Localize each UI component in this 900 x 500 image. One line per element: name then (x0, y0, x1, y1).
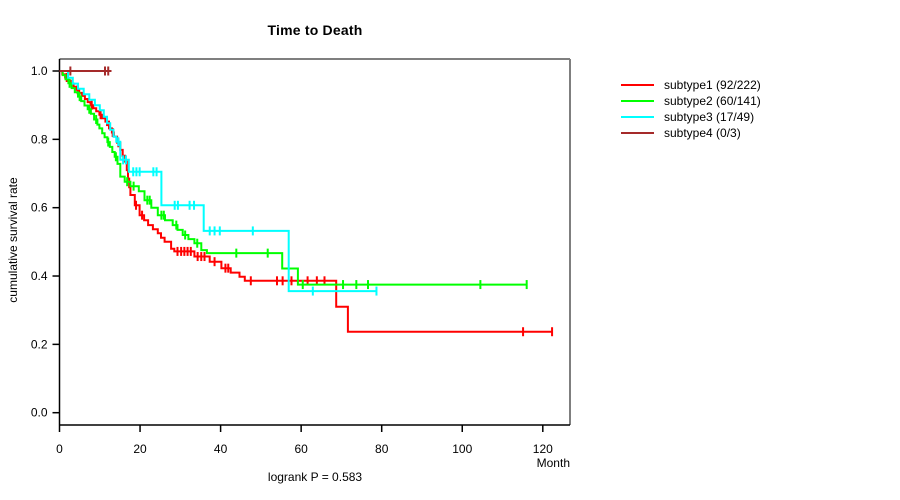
chart-title: Time to Death (267, 22, 363, 38)
censor-ticks-subtype4 (69, 66, 110, 76)
legend-item-subtype1: subtype1 (92/222) (621, 77, 761, 93)
x-axis-label: Month (536, 456, 570, 470)
logrank-annotation: logrank P = 0.583 (267, 470, 363, 484)
x-tick-label: 0 (56, 442, 63, 456)
legend-label-subtype2: subtype2 (60/141) (664, 94, 761, 108)
censor-ticks-subtype2 (68, 78, 528, 290)
x-tick-label: 120 (533, 442, 553, 456)
legend-label-subtype1: subtype1 (92/222) (664, 78, 761, 92)
y-tick-label: 0.2 (31, 337, 48, 351)
legend-label-subtype4: subtype4 (0/3) (664, 126, 741, 140)
legend-swatch-subtype2 (621, 100, 654, 102)
legend-swatch-subtype4 (621, 132, 654, 134)
y-tick-label: 1.0 (31, 64, 48, 78)
legend: subtype1 (92/222) subtype2 (60/141) subtyp… (621, 77, 761, 141)
legend-swatch-subtype3 (621, 116, 654, 118)
y-tick-label: 0.4 (31, 269, 48, 283)
y-axis-label: cumulative survival rate (6, 177, 20, 303)
y-tick-label: 0.0 (31, 406, 48, 420)
legend-label-subtype3: subtype3 (17/49) (664, 110, 755, 124)
x-tick-label: 100 (452, 442, 472, 456)
km-curve-subtype1 (59, 70, 553, 333)
x-tick-label: 40 (214, 442, 228, 456)
legend-swatch-subtype1 (621, 84, 654, 86)
km-curve-subtype3 (59, 70, 377, 293)
y-tick-label: 0.6 (31, 201, 48, 215)
legend-item-subtype2: subtype2 (60/141) (621, 93, 761, 109)
legend-item-subtype4: subtype4 (0/3) (621, 125, 761, 141)
censor-ticks-subtype3 (117, 137, 378, 296)
legend-item-subtype3: subtype3 (17/49) (621, 109, 761, 125)
x-tick-label: 80 (375, 442, 389, 456)
x-tick-label: 60 (294, 442, 308, 456)
x-tick-label: 20 (133, 442, 147, 456)
y-tick-label: 0.8 (31, 132, 48, 146)
